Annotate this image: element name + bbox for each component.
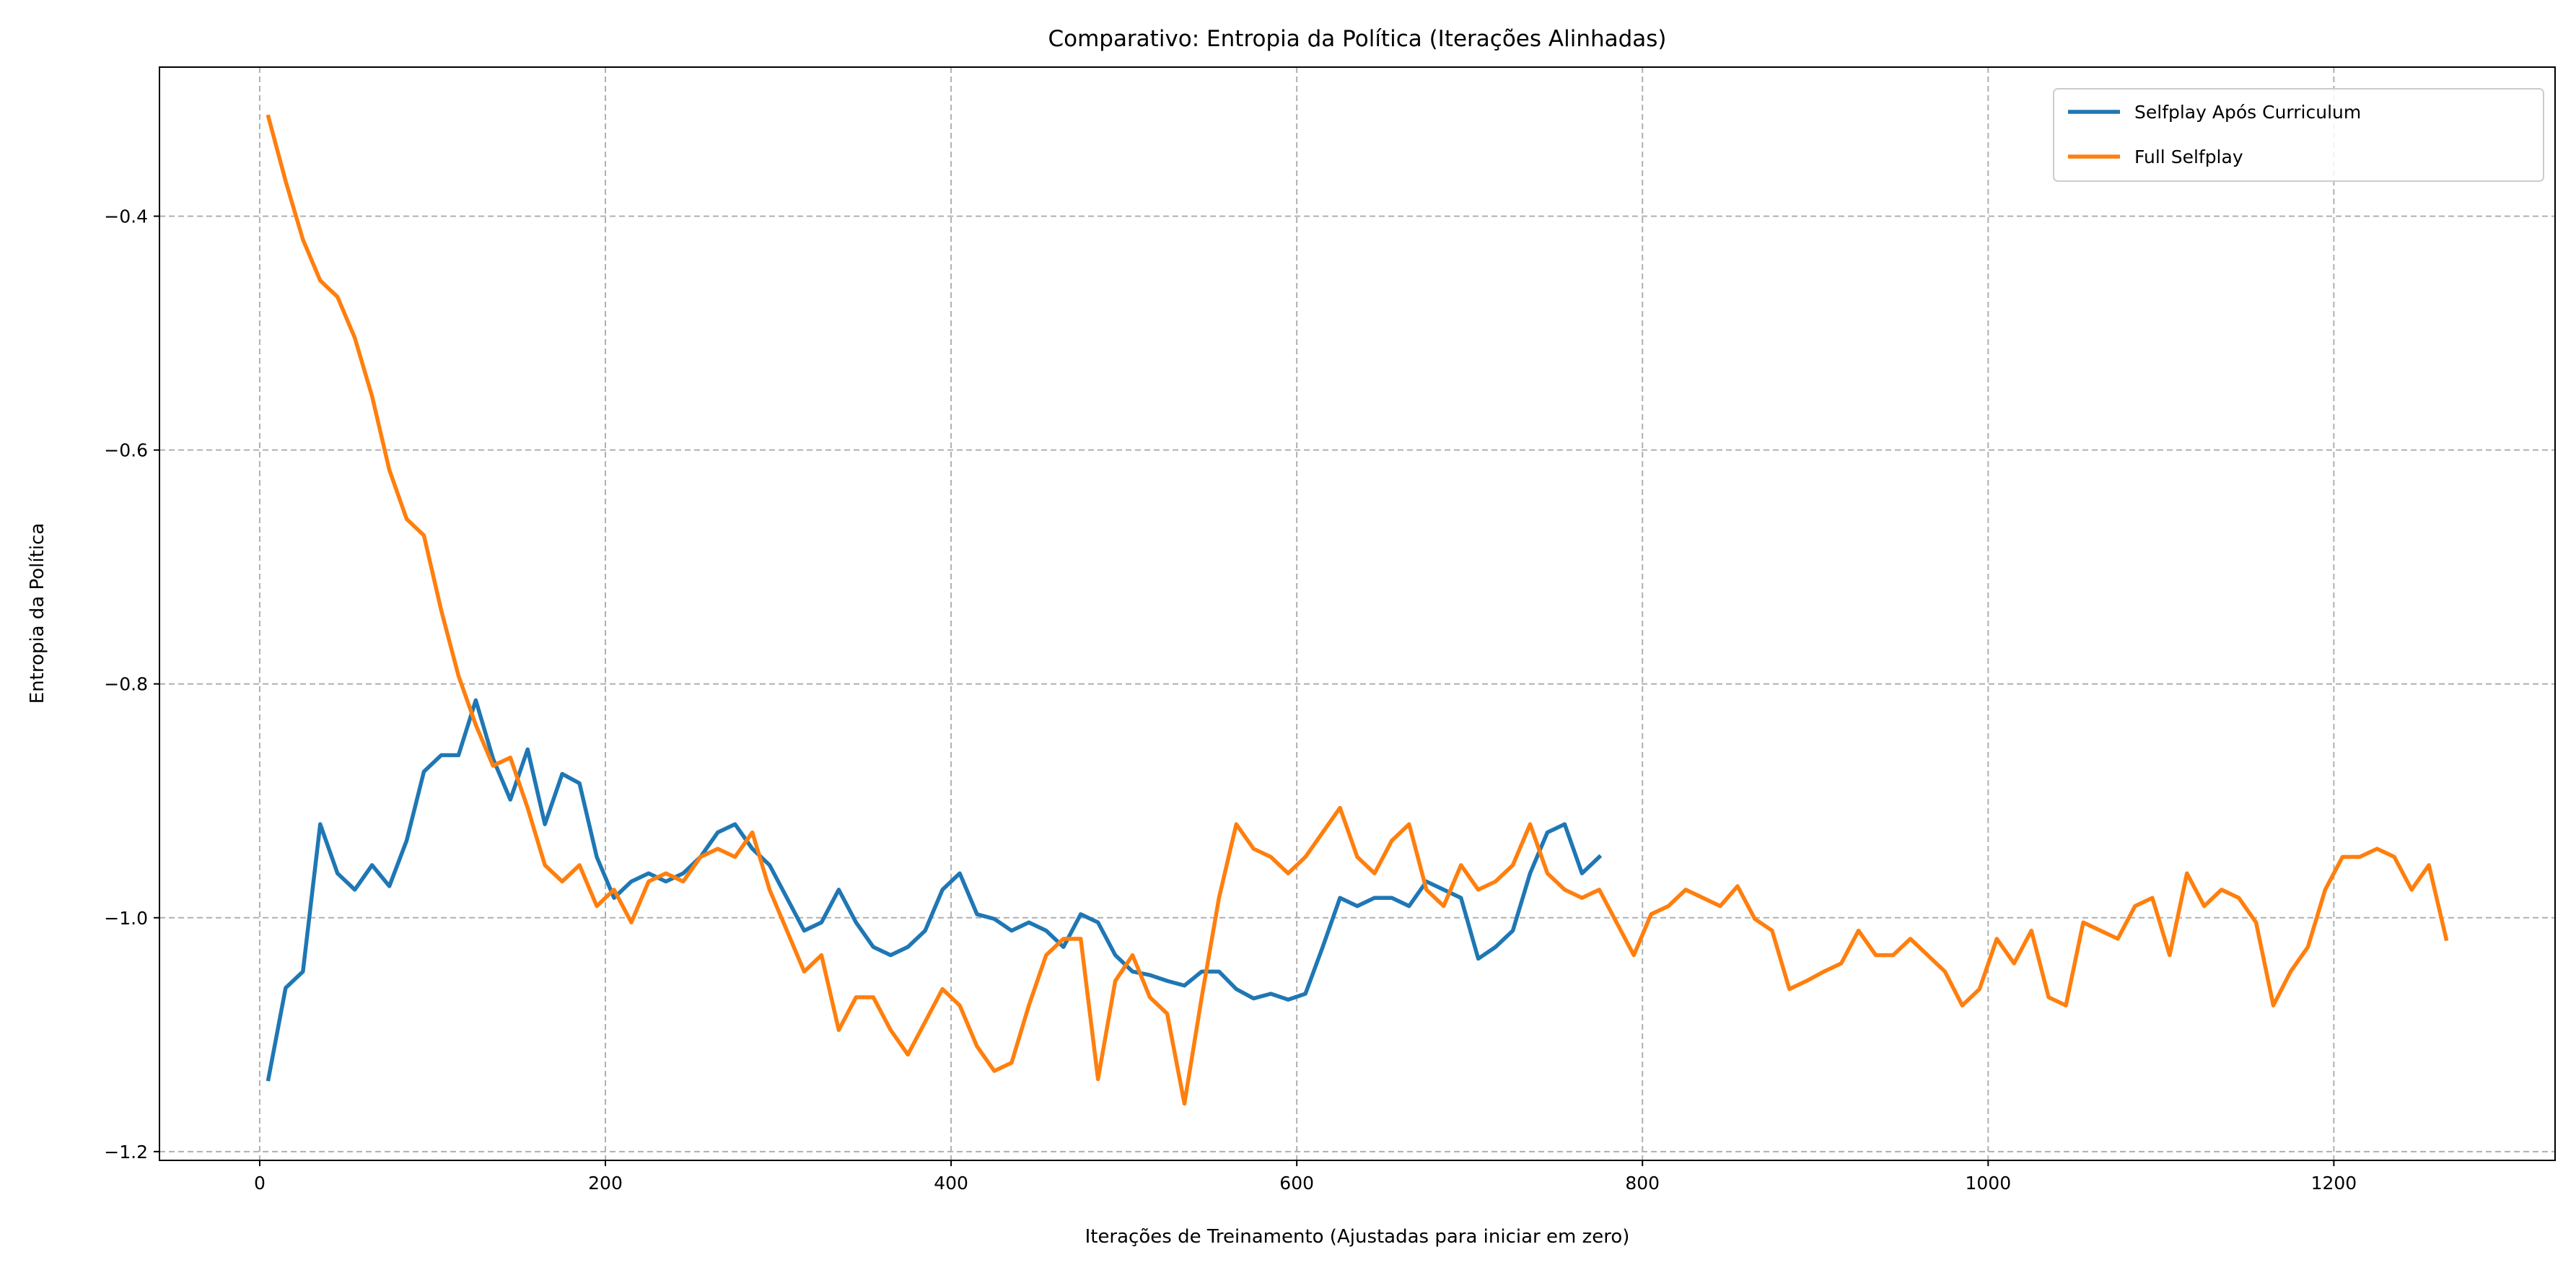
data-line: [266, 114, 2449, 1106]
y-tick-label: −1.2: [104, 1142, 148, 1163]
x-tick-label: 400: [934, 1173, 968, 1194]
axes-frame: [159, 66, 2556, 1161]
legend-box: [2053, 88, 2544, 182]
y-tick-label: −0.8: [104, 674, 148, 695]
x-tick-label: 800: [1625, 1173, 1660, 1194]
x-tick-label: 200: [588, 1173, 623, 1194]
x-axis-label: Iterações de Treinamento (Ajustadas para…: [1085, 1226, 1630, 1248]
data-line: [266, 698, 1603, 1082]
x-tick-label: 1200: [2311, 1173, 2357, 1194]
chart-title: Comparativo: Entropia da Política (Itera…: [1048, 26, 1666, 52]
y-tick-label: −0.6: [104, 440, 148, 461]
x-tick-label: 0: [254, 1173, 266, 1194]
x-tick-label: 1000: [1966, 1173, 2012, 1194]
legend-label: Full Selfplay: [2134, 146, 2243, 167]
x-tick-label: 600: [1279, 1173, 1314, 1194]
y-tick-label: −1.0: [104, 908, 148, 929]
legend-label: Selfplay Após Curriculum: [2134, 102, 2361, 123]
y-tick-label: −0.4: [104, 206, 148, 227]
y-axis-label: Entropia da Política: [27, 523, 48, 704]
